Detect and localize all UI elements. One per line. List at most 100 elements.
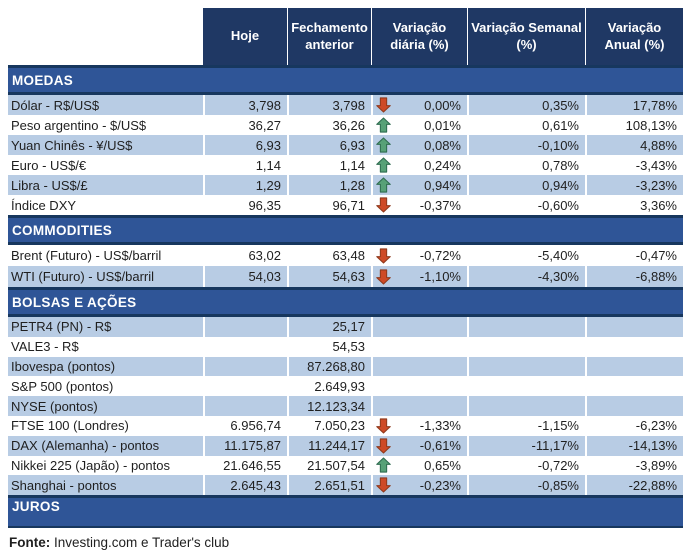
cell-fechamento-anterior: 54,63 xyxy=(287,266,371,287)
section-title: COMMODITIES xyxy=(12,223,113,238)
table-row: Peso argentino - $/US$ 36,27 36,26 0,01% 0,6… xyxy=(8,115,683,135)
cell-fechamento-anterior: 36,26 xyxy=(287,115,371,135)
column-header-variacao-diaria: Variação diária (%) xyxy=(371,8,467,65)
column-header-hoje: Hoje xyxy=(203,8,287,65)
cell-variacao-semanal: -0,10% xyxy=(467,135,585,155)
section-title: BOLSAS E AÇÕES xyxy=(12,295,137,310)
up-arrow-icon xyxy=(376,157,391,173)
row-label: Shanghai - pontos xyxy=(8,475,203,496)
source-label: Fonte: xyxy=(9,535,51,551)
table-row: Dólar - R$/US$ 3,798 3,798 0,00% 0,35% 17,78% xyxy=(8,95,683,115)
table-row: Índice DXY 96,35 96,71 -0,37% -0,60% 3,36% xyxy=(8,195,683,215)
row-label: Peso argentino - $/US$ xyxy=(8,115,203,135)
cell-variacao-semanal: 0,61% xyxy=(467,115,585,135)
cell-variacao-semanal xyxy=(467,317,585,337)
cell-hoje xyxy=(203,356,287,377)
cell-variacao-anual: 17,78% xyxy=(585,95,683,115)
down-arrow-icon xyxy=(376,477,391,493)
arrow-placeholder xyxy=(376,339,391,355)
cell-variacao-semanal xyxy=(467,396,585,416)
cell-variacao-semanal xyxy=(467,356,585,377)
down-arrow-icon xyxy=(376,418,391,434)
variacao-diaria-value: 0,24% xyxy=(424,157,461,173)
cell-hoje: 36,27 xyxy=(203,115,287,135)
cell-variacao-anual: -6,23% xyxy=(585,415,683,436)
variacao-diaria-value: 0,00% xyxy=(424,97,461,113)
down-arrow-icon xyxy=(376,268,391,285)
row-label: DAX (Alemanha) - pontos xyxy=(8,435,203,456)
cell-hoje xyxy=(203,336,287,357)
cell-variacao-semanal: -0,85% xyxy=(467,475,585,496)
table-row: Euro - US$/€ 1,14 1,14 0,24% 0,78% -3,43% xyxy=(8,155,683,175)
cell-fechamento-anterior: 3,798 xyxy=(287,95,371,115)
row-label: Libra - US$/£ xyxy=(8,175,203,195)
section-title: JUROS xyxy=(12,499,61,515)
cell-variacao-diaria xyxy=(371,396,467,416)
table-header-row: Hoje Fechamento anterior Variação diária… xyxy=(8,8,683,65)
cell-variacao-semanal: 0,94% xyxy=(467,175,585,195)
variacao-diaria-value: 0,65% xyxy=(424,457,461,473)
cell-variacao-semanal: -11,17% xyxy=(467,435,585,456)
cell-variacao-semanal: -4,30% xyxy=(467,266,585,287)
row-label: NYSE (pontos) xyxy=(8,396,203,416)
cell-fechamento-anterior: 1,28 xyxy=(287,175,371,195)
table-row: DAX (Alemanha) - pontos 11.175,87 11.244,1… xyxy=(8,435,683,456)
row-label: Dólar - R$/US$ xyxy=(8,95,203,115)
variacao-diaria-value: -1,10% xyxy=(419,269,461,284)
cell-fechamento-anterior: 7.050,23 xyxy=(287,415,371,436)
table-row: Ibovespa (pontos) 87.268,80 xyxy=(8,356,683,377)
column-header-fechamento: Fechamento anterior xyxy=(287,8,371,65)
cell-variacao-semanal: 0,78% xyxy=(467,155,585,175)
cell-variacao-anual: -3,89% xyxy=(585,455,683,476)
section-banner: BOLSAS E AÇÕES xyxy=(8,287,683,317)
cell-variacao-diaria: -1,10% xyxy=(371,266,467,287)
table-row: Nikkei 225 (Japão) - pontos 21.646,55 21.5… xyxy=(8,455,683,476)
cell-variacao-semanal: -0,72% xyxy=(467,455,585,476)
cell-variacao-diaria xyxy=(371,317,467,337)
row-label: WTI (Futuro) - US$/barril xyxy=(8,266,203,287)
row-label: Índice DXY xyxy=(8,195,203,215)
table-row: Yuan Chinês - ¥/US$ 6,93 6,93 0,08% -0,10% 4,… xyxy=(8,135,683,155)
cell-variacao-diaria: -0,72% xyxy=(371,245,467,266)
variacao-diaria-value: -0,37% xyxy=(419,197,461,213)
source-text: Investing.com e Trader's club xyxy=(50,535,230,551)
cell-fechamento-anterior: 21.507,54 xyxy=(287,455,371,476)
cell-variacao-anual: 3,36% xyxy=(585,195,683,215)
cell-variacao-anual: -22,88% xyxy=(585,475,683,496)
cell-variacao-diaria xyxy=(371,336,467,357)
cell-fechamento-anterior: 63,48 xyxy=(287,245,371,266)
cell-hoje: 3,798 xyxy=(203,95,287,115)
cell-fechamento-anterior: 1,14 xyxy=(287,155,371,175)
table-row: NYSE (pontos) 12.123,34 xyxy=(8,396,683,416)
column-header-variacao-semanal: Variação Semanal (%) xyxy=(467,8,585,65)
cell-hoje xyxy=(203,317,287,337)
table-row: FTSE 100 (Londres) 6.956,74 7.050,23 -1,33%… xyxy=(8,415,683,436)
section-banner: COMMODITIES xyxy=(8,215,683,245)
cell-hoje xyxy=(203,396,287,416)
arrow-placeholder xyxy=(376,398,391,414)
row-label: Brent (Futuro) - US$/barril xyxy=(8,245,203,266)
section-banner: JUROS xyxy=(8,495,683,529)
cell-variacao-diaria: -1,33% xyxy=(371,415,467,436)
row-label: Ibovespa (pontos) xyxy=(8,356,203,377)
cell-variacao-diaria: -0,23% xyxy=(371,475,467,496)
cell-hoje: 1,14 xyxy=(203,155,287,175)
cell-variacao-semanal xyxy=(467,376,585,397)
cell-variacao-anual: 4,88% xyxy=(585,135,683,155)
row-label: VALE3 - R$ xyxy=(8,336,203,357)
table-body: MOEDAS Dólar - R$/US$ 3,798 3,798 0,00% 0,35%… xyxy=(8,65,683,529)
cell-variacao-diaria xyxy=(371,356,467,377)
section-banner: MOEDAS xyxy=(8,65,683,95)
row-label: Yuan Chinês - ¥/US$ xyxy=(8,135,203,155)
row-label: S&P 500 (pontos) xyxy=(8,376,203,397)
down-arrow-icon xyxy=(376,247,391,264)
row-label: Nikkei 225 (Japão) - pontos xyxy=(8,455,203,476)
row-label: FTSE 100 (Londres) xyxy=(8,415,203,436)
cell-variacao-semanal: -0,60% xyxy=(467,195,585,215)
variacao-diaria-value: -0,61% xyxy=(419,438,461,454)
cell-hoje: 11.175,87 xyxy=(203,435,287,456)
cell-variacao-semanal xyxy=(467,336,585,357)
cell-variacao-anual: 108,13% xyxy=(585,115,683,135)
cell-hoje: 6,93 xyxy=(203,135,287,155)
